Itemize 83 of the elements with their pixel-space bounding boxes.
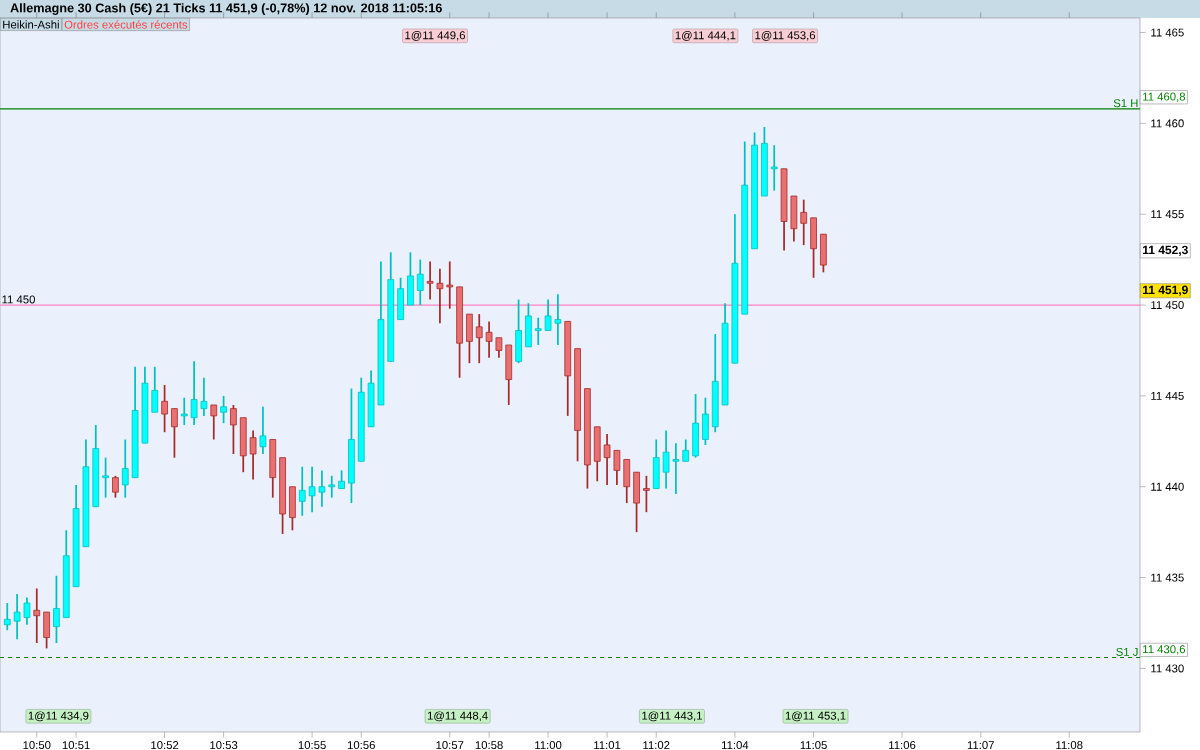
candlestick (180, 396, 188, 426)
x-tick-label: 11:01 (594, 741, 621, 750)
x-tick-label: 11:00 (535, 741, 562, 750)
x-tick-label: 10:51 (62, 741, 90, 750)
y-tick-label: 11 450 (1151, 301, 1184, 310)
candlestick (3, 602, 11, 632)
candlestick (436, 267, 444, 325)
chart-title: Allemagne 30 Cash (5€) 21 Ticks 11 451,9 (-0,78%) 12 nov. 2018 11:05:16 (10, 3, 442, 15)
candlestick (554, 293, 562, 346)
candlestick (613, 449, 621, 486)
text: 11 430,6 (1143, 645, 1186, 655)
x-tick-label: 10:53 (210, 741, 238, 750)
candlestick (220, 395, 227, 425)
candlestick (446, 260, 454, 310)
candlestick (800, 198, 808, 246)
x-tick-label: 10:50 (23, 741, 51, 750)
y-tick-label: 11 440 (1151, 482, 1184, 491)
candlestick (603, 433, 611, 486)
candlestick (662, 429, 670, 490)
annotation: 1@11 443,1 (642, 711, 702, 722)
y-tick-label: 11 445 (1151, 391, 1184, 400)
x-tick-label: 10:58 (475, 741, 503, 750)
candlestick (338, 469, 345, 490)
y-tick-label: 11 460 (1151, 119, 1184, 128)
text: 11 452,3 (1143, 245, 1188, 256)
annotation: 1@11 434,9 (28, 711, 89, 722)
candlestick (475, 313, 483, 365)
candlestick (102, 456, 109, 499)
candlestick (544, 298, 552, 332)
ref-line-label: S1 J (1116, 647, 1138, 656)
candlestick (328, 474, 336, 499)
x-tick-label: 10:57 (436, 741, 464, 750)
text: 11 460,8 (1143, 92, 1186, 102)
candlestick (190, 360, 198, 426)
candlestick (230, 404, 237, 455)
candlestick (534, 316, 542, 346)
candlestick (53, 574, 60, 644)
candlestick (770, 144, 778, 192)
candlestick (13, 593, 21, 641)
annotation: 1@11 448,4 (427, 711, 488, 722)
candlestick (682, 438, 690, 463)
text: 11 451,9 (1143, 285, 1188, 296)
candlestick (308, 465, 316, 514)
annotation: 1@11 449,6 (405, 30, 466, 41)
x-tick-label: 11:05 (800, 741, 827, 750)
x-tick-label: 11:02 (643, 741, 670, 750)
annotation: 1@11 453,1 (785, 711, 846, 722)
candlestick (643, 474, 650, 514)
ref-line-label: 11 450 (2, 295, 35, 304)
candlestick (426, 260, 434, 301)
candlestick (672, 442, 680, 495)
candlestick (200, 376, 208, 417)
candlestick (298, 465, 306, 517)
y-tick-label: 11 455 (1151, 210, 1184, 219)
candlestick (33, 587, 41, 644)
x-tick-label: 11:08 (1056, 741, 1083, 750)
ref-line-label: S1 H (1113, 99, 1138, 108)
annotation: Ordres exécutés récents (64, 20, 188, 29)
candlestick (151, 365, 159, 414)
candlestick (416, 258, 424, 306)
candlestick (171, 407, 178, 459)
candlestick (121, 438, 129, 499)
y-tick-label: 11 435 (1151, 573, 1184, 582)
x-tick-label: 11:07 (967, 741, 994, 750)
candlestick (112, 474, 119, 499)
y-tick-label: 11 465 (1151, 28, 1184, 37)
candlestick (249, 429, 257, 481)
y-tick-label: 11 430 (1151, 664, 1184, 673)
x-tick-label: 11:06 (889, 741, 916, 750)
x-tick-label: 11:04 (722, 741, 749, 750)
chart-subtitle: Heikin-Ashi (3, 20, 59, 29)
x-tick-label: 10:55 (298, 741, 326, 750)
annotation: 1@11 453,6 (755, 30, 816, 41)
x-tick-label: 10:56 (347, 741, 375, 750)
candlestick (485, 320, 493, 359)
candlestick (259, 405, 267, 455)
candlestick (23, 596, 31, 626)
x-tick-label: 10:52 (151, 741, 179, 750)
candlestick (495, 336, 503, 359)
candlestick (318, 469, 326, 508)
candlestick (210, 404, 218, 441)
candlestick (161, 384, 168, 434)
annotation: 1@11 444,1 (675, 30, 736, 41)
